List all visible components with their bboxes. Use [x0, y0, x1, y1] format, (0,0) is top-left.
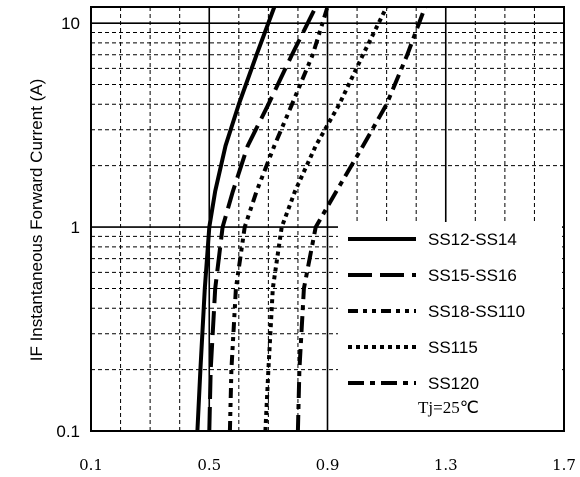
series-line [227, 7, 330, 431]
y-tick-label: 0.1 [56, 422, 80, 441]
x-tick-label: 0.5 [197, 456, 221, 474]
series-line [195, 7, 277, 431]
legend: SS12-SS14 SS15-SS16 SS18-SS110 SS115 SS120 [338, 222, 562, 430]
x-tick-label: 0.1 [79, 456, 103, 474]
y-tick-label: 1 [71, 218, 80, 237]
series-line [207, 7, 318, 431]
plot-frame [90, 6, 565, 432]
series-lines [195, 7, 427, 431]
legend-label: SS115 [428, 338, 478, 357]
series-line [295, 7, 427, 431]
legend-label: SS120 [428, 374, 479, 393]
legend-label: SS15-SS16 [428, 266, 517, 285]
x-tick-label: 0.9 [316, 456, 340, 474]
x-tick-label: 1.3 [434, 456, 458, 474]
legend-box [338, 222, 562, 430]
legend-label: SS18-SS110 [428, 302, 525, 321]
temperature-annotation: Tj=25℃ [418, 398, 479, 417]
legend-label: SS12-SS14 [428, 230, 517, 249]
y-axis-label: IF Instantaneous Forward Current (A) [27, 79, 46, 362]
x-tick-label: 1.7 [552, 456, 576, 474]
y-tick-label: 10 [61, 14, 80, 33]
series-line [263, 7, 389, 431]
